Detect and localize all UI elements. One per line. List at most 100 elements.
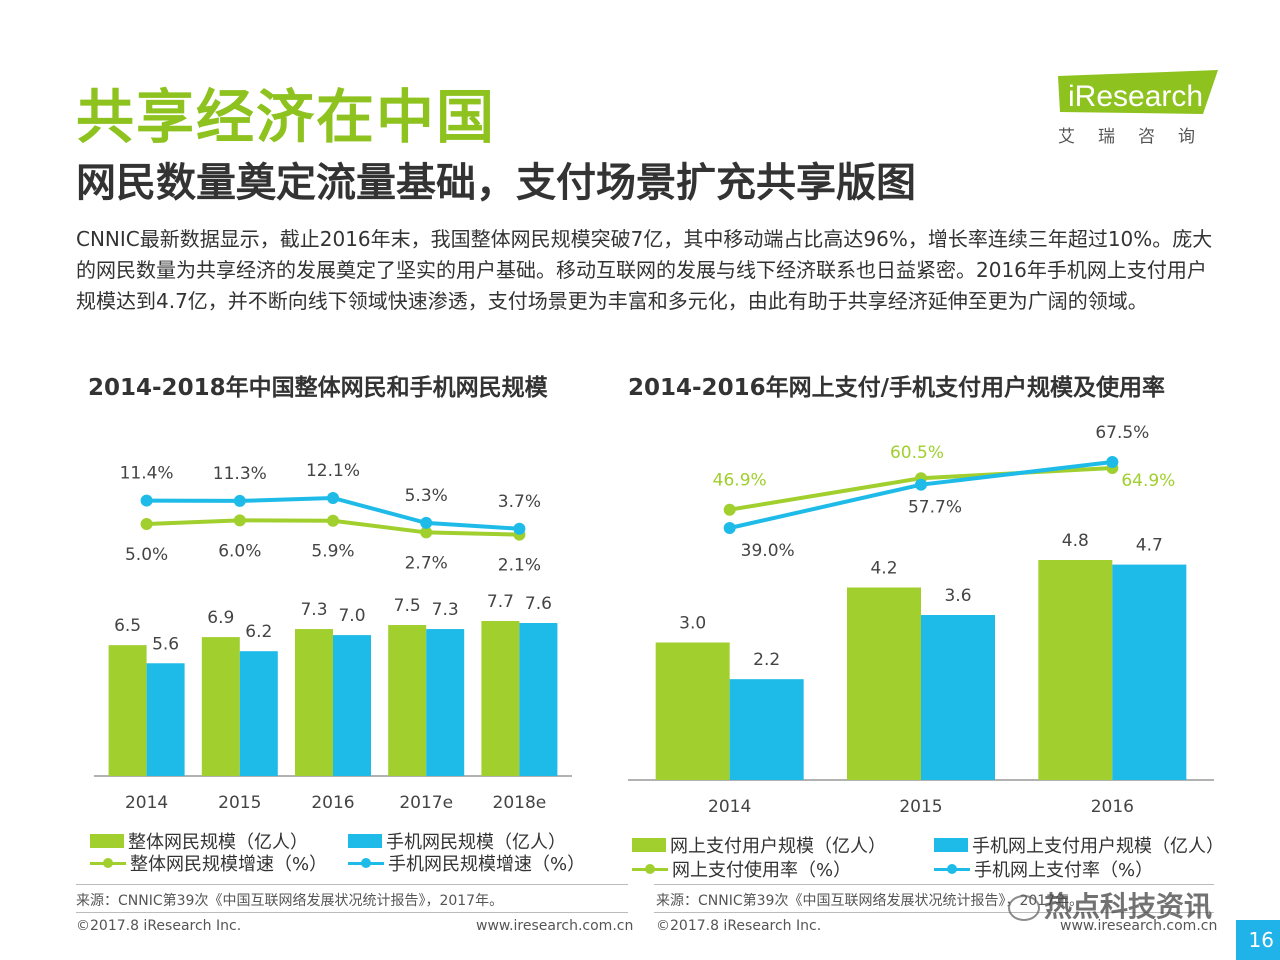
line-point [513,522,526,535]
right-legend-item-0: 网上支付用户规模（亿人） [632,832,886,858]
line-point [233,514,246,527]
line-point [140,494,153,507]
line-label: 3.7% [498,492,541,512]
bar-label: 4.8 [1062,531,1089,551]
legend-line-swatch [934,862,970,876]
logo-banner-icon [1058,70,1218,114]
x-tick-label: 2014 [708,797,751,817]
bar-label: 2.2 [753,650,780,670]
legend-label: 网上支付用户规模（亿人） [670,836,886,857]
left-legend-item-2: 整体网民规模增速（%） [90,850,327,876]
bar-网上支付用户规模（亿人）-2015 [847,587,921,780]
bar-label: 4.7 [1136,536,1163,556]
page-number: 16 [1248,928,1274,952]
line-label: 46.9% [713,471,767,491]
x-tick-label: 2017e [399,793,453,813]
bar-手机网民规模（亿人）-2015 [239,651,278,776]
line-label: 57.7% [908,498,962,518]
bar-label: 6.5 [114,616,141,636]
bar-label: 6.9 [207,608,234,628]
bar-整体网民规模（亿人）-2017e [388,625,427,776]
body-paragraph: CNNIC最新数据显示，截止2016年末，我国整体网民规模突破7亿，其中移动端占… [76,227,1213,313]
bar-label: 6.2 [245,622,272,642]
right-footer-divider-2 [654,912,1214,913]
legend-label: 手机网上支付率（%） [974,860,1154,881]
page-number-tab: 16 [1236,920,1280,960]
bar-label: 7.3 [432,600,459,620]
bar-整体网民规模（亿人）-2016 [295,629,333,776]
line-point [723,522,736,534]
page-title: 共享经济在中国 [76,83,497,151]
bar-整体网民规模（亿人）-2018e [481,621,520,776]
line-label: 67.5% [1095,423,1149,443]
bar-label: 4.2 [870,559,897,579]
bar-label: 5.6 [152,634,179,654]
left-footer-divider-2 [76,912,628,913]
line-point [327,492,339,504]
line-point [915,478,927,491]
line-label: 2.7% [405,553,448,573]
logo-cn-text: 艾瑞咨询 [1058,127,1218,147]
right-source: 来源：CNNIC第39次《中国互联网络发展状况统计报告》，2017年。 [656,893,1084,909]
line-label: 5.0% [125,545,168,565]
left-url[interactable]: www.iresearch.com.cn [476,918,634,934]
page-subtitle: 网民数量奠定流量基础，支付场景扩充共享版图 [76,160,916,206]
line-point [1106,456,1119,468]
bar-label: 3.0 [679,614,706,634]
watermark-text: 热点科技资讯 [1044,890,1213,923]
bar-整体网民规模（亿人）-2014 [108,645,147,776]
line-point [327,514,339,527]
legend-label: 手机网民规模（亿人） [386,832,566,853]
line-point [140,518,153,531]
right-chart-title: 2014-2016年网上支付/手机支付用户规模及使用率 [628,375,1165,401]
x-tick-label: 2014 [125,793,168,813]
right-legend-item-3: 手机网上支付率（%） [934,856,1153,882]
line-label: 11.4% [120,464,174,484]
right-legend-item-1: 手机网上支付用户规模（亿人） [934,832,1224,858]
line-point [420,516,433,529]
x-tick-label: 2015 [899,797,942,817]
line-point [723,503,736,516]
line-point [233,494,246,507]
legend-swatch [934,838,968,852]
line-point [420,526,433,539]
bar-手机网民规模（亿人）-2014 [146,663,185,776]
right-footer-divider [654,884,1214,885]
line-label: 5.3% [405,486,448,506]
bar-label: 7.7 [487,592,514,612]
legend-line-swatch [632,862,668,876]
legend-line-swatch [348,856,384,870]
bar-手机网上支付用户规模（亿人）-2016 [1112,564,1187,780]
left-legend-item-3: 手机网民规模增速（%） [348,850,585,876]
bar-label: 7.5 [394,596,421,616]
x-tick-label: 2016 [1091,797,1134,817]
bar-label: 7.6 [525,594,552,614]
x-tick-label: 2016 [311,793,354,813]
left-chart-title: 2014-2018年中国整体网民和手机网民规模 [88,375,548,401]
bar-label: 7.0 [338,606,365,626]
legend-label: 手机网民规模增速（%） [388,854,586,875]
right-url[interactable]: www.iresearch.com.cn [1060,918,1218,934]
x-tick-label: 2018e [493,793,547,813]
line-label: 11.3% [213,464,267,484]
watermark: 热点科技资讯 [1008,885,1212,925]
legend-label: 手机网上支付用户规模（亿人） [972,836,1224,857]
legend-label: 整体网民规模（亿人） [128,832,308,853]
line-label: 12.1% [306,461,360,481]
left-source: 来源：CNNIC第39次《中国互联网络发展状况统计报告》，2017年。 [76,893,504,909]
line-label: 64.9% [1121,471,1175,491]
chart-0 [94,492,572,777]
legend-swatch [632,838,666,852]
line-label: 6.0% [218,541,261,561]
bar-label: 7.3 [300,600,327,620]
bar-手机网民规模（亿人）-2016 [333,635,371,776]
chart-1 [628,456,1214,781]
line-label: 60.5% [890,443,944,463]
bar-手机网民规模（亿人）-2017e [426,629,465,776]
line-label: 39.0% [741,541,795,561]
line-label: 2.1% [498,556,541,576]
legend-swatch [348,834,382,848]
right-copyright: ©2017.8 iResearch Inc. [656,918,822,934]
x-tick-label: 2015 [218,793,261,813]
bar-手机网上支付用户规模（亿人）-2014 [729,679,804,780]
